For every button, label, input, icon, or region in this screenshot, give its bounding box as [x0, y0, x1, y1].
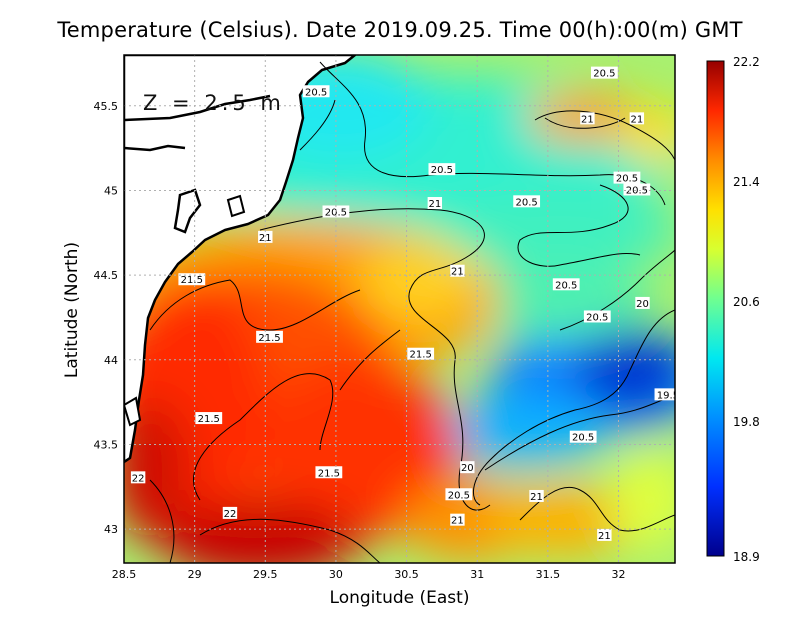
- y-tick-label: 45: [104, 184, 118, 197]
- x-tick-label: 29: [188, 568, 202, 581]
- grid-lines: [124, 55, 675, 563]
- x-tick-label: 30: [329, 568, 343, 581]
- contour-label: 21: [450, 264, 465, 278]
- y-tick-labels: 43 43.5 44 44.5 45 45.5: [94, 100, 119, 536]
- contour-label: 21: [629, 112, 645, 125]
- contour-label: 20.5: [623, 183, 651, 196]
- y-tick-label: 45.5: [94, 100, 119, 113]
- contour-label: 21.5: [195, 412, 223, 425]
- contour-label: 21: [529, 489, 544, 503]
- contour-label: 21.5: [315, 466, 343, 479]
- colorbar-tick-label: 21.4: [733, 175, 760, 189]
- contour-label: 21.5: [407, 347, 435, 361]
- svg-text:20.5: 20.5: [516, 197, 538, 208]
- contour-label: 20.5: [513, 195, 541, 208]
- svg-text:20: 20: [636, 299, 649, 310]
- colorbar-tick-label: 19.8: [733, 415, 760, 429]
- svg-text:20: 20: [461, 463, 474, 474]
- contour-label: 20: [460, 461, 475, 474]
- svg-text:20.5: 20.5: [572, 433, 594, 444]
- colorbar-tick-label: 18.9: [733, 550, 760, 564]
- contour-label: 20.5: [445, 488, 473, 501]
- svg-text:21: 21: [630, 114, 643, 125]
- colorbar-tick-labels: 22.2 21.4 20.6 19.8 18.9: [733, 55, 760, 564]
- contour-label-layer: 20.520.521 2120.520.520.520.52120.5212120…: [130, 66, 679, 542]
- svg-text:21: 21: [451, 267, 464, 278]
- svg-text:21.5: 21.5: [258, 333, 280, 344]
- contour-label: 22: [222, 506, 238, 520]
- x-tick-label: 31.5: [536, 568, 561, 581]
- svg-text:21.5: 21.5: [410, 350, 432, 361]
- x-tick-label: 28.5: [112, 568, 137, 581]
- contour-label: 21.5: [256, 330, 283, 344]
- x-tick-label: 29.5: [253, 568, 278, 581]
- svg-text:20.5: 20.5: [616, 174, 638, 185]
- svg-text:22: 22: [132, 473, 145, 484]
- svg-text:20.5: 20.5: [586, 312, 608, 323]
- contour-label: 21: [450, 513, 465, 527]
- svg-text:21.5: 21.5: [198, 414, 220, 425]
- y-axis-label: Latitude (North): [62, 241, 82, 379]
- svg-text:21.5: 21.5: [318, 468, 340, 479]
- y-tick-label: 44.5: [94, 269, 119, 282]
- x-tick-label: 32: [611, 568, 625, 581]
- svg-text:22: 22: [224, 509, 237, 520]
- contour-label: 20.5: [569, 430, 597, 444]
- svg-text:21: 21: [428, 199, 441, 210]
- contour-label: 22: [130, 471, 146, 484]
- contour-label: 21: [597, 528, 612, 542]
- contour-label: 20.5: [428, 163, 456, 176]
- contour-label: 21: [580, 112, 595, 125]
- svg-text:21.5: 21.5: [181, 275, 203, 286]
- contour-label: 20.5: [302, 85, 330, 98]
- svg-text:21: 21: [530, 492, 543, 503]
- depth-label: Z = 2.5 m: [143, 91, 285, 115]
- svg-text:20.5: 20.5: [305, 87, 327, 98]
- x-axis-label: Longitude (East): [329, 588, 470, 608]
- svg-text:20.5: 20.5: [431, 165, 453, 176]
- svg-text:21: 21: [598, 531, 611, 542]
- contour-label: 21.5: [178, 273, 206, 286]
- contour-label: 20.5: [613, 171, 641, 185]
- x-tick-labels: 28.5 29 29.5 30 30.5 31 31.5 32: [112, 568, 626, 581]
- plot-frame: [123, 54, 676, 564]
- x-tick-label: 30.5: [394, 568, 419, 581]
- x-tick-label: 31: [470, 568, 484, 581]
- svg-text:21: 21: [581, 114, 594, 125]
- svg-text:21: 21: [451, 516, 464, 527]
- y-tick-label: 44: [104, 354, 118, 367]
- colorbar-tick-label: 20.6: [733, 295, 760, 309]
- contour-label: 21: [427, 197, 443, 210]
- svg-text:20.5: 20.5: [555, 280, 577, 291]
- svg-text:20.5: 20.5: [325, 207, 347, 218]
- contour-label: 19.5: [654, 388, 679, 401]
- colorbar-tick-label: 22.2: [733, 55, 760, 69]
- svg-text:20.5: 20.5: [626, 185, 648, 196]
- svg-text:20.5: 20.5: [448, 490, 470, 501]
- contour-label: 20.5: [552, 278, 580, 291]
- contour-label: 20: [635, 296, 650, 310]
- svg-text:21: 21: [259, 233, 272, 244]
- svg-text:19.5: 19.5: [657, 390, 679, 401]
- contour-label: 20.5: [590, 66, 618, 80]
- map-title: Temperature (Celsius). Date 2019.09.25. …: [57, 18, 743, 42]
- svg-text:20.5: 20.5: [593, 69, 615, 80]
- colorbar: [706, 60, 725, 557]
- y-tick-label: 43: [104, 523, 118, 536]
- y-tick-label: 43.5: [94, 438, 119, 451]
- contour-label: 20.5: [583, 310, 611, 323]
